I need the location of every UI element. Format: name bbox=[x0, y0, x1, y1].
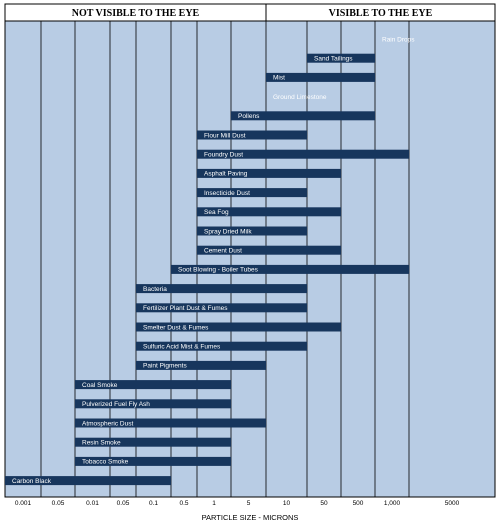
bar bbox=[197, 168, 341, 178]
bar bbox=[197, 188, 307, 198]
bar bbox=[171, 264, 409, 274]
bar-label: Ground Limestone bbox=[273, 94, 327, 101]
bar bbox=[197, 226, 307, 236]
visibility-headers: NOT VISIBLE TO THE EYE VISIBLE TO THE EYE bbox=[4, 3, 496, 22]
bar bbox=[75, 380, 231, 390]
bar-row: Atmospheric Dust bbox=[75, 418, 266, 428]
x-axis-title: PARTICLE SIZE - MICRONS bbox=[202, 513, 299, 522]
bar bbox=[75, 418, 266, 428]
x-tick-label: 0.05 bbox=[52, 500, 65, 507]
bar-label: Smelter Dust & Fumes bbox=[143, 324, 209, 331]
bar-label: Resin Smoke bbox=[82, 440, 121, 447]
plot-background bbox=[4, 20, 496, 498]
bar-row: Foundry Dust bbox=[197, 149, 409, 159]
bar-row: Sand Tailings bbox=[307, 53, 375, 63]
bar bbox=[136, 360, 266, 370]
bar-label: Flour Mill Dust bbox=[204, 132, 246, 139]
bar-label: Sulfuric Acid Mist & Fumes bbox=[143, 344, 221, 351]
bar bbox=[75, 456, 231, 466]
x-tick-label: 1 bbox=[212, 500, 216, 507]
bar bbox=[136, 322, 341, 332]
bar-row: Rain Drops bbox=[382, 36, 415, 43]
bar-label: Pollens bbox=[238, 113, 260, 120]
x-tick-label: 0.05 bbox=[117, 500, 130, 507]
bar-label: Cement Dust bbox=[204, 248, 242, 255]
bar-row: Pollens bbox=[231, 111, 375, 121]
bar-row: Coal Smoke bbox=[75, 380, 231, 390]
bar bbox=[75, 437, 231, 447]
bar-row: Flour Mill Dust bbox=[197, 130, 307, 140]
x-tick-label: 0.1 bbox=[149, 500, 158, 507]
bar-label: Atmospheric Dust bbox=[82, 420, 133, 427]
bar bbox=[197, 130, 307, 140]
x-tick-labels: 0.001 0.05 0.01 0.05 0.1 0.5 1 5 10 50 500 1,000 500… bbox=[15, 500, 460, 507]
bar-row: Sulfuric Acid Mist & Fumes bbox=[136, 341, 307, 351]
bar bbox=[136, 303, 307, 313]
bar-row: Paint Pigments bbox=[136, 360, 266, 370]
bar-row: Soot Blowing - Boiler Tubes bbox=[171, 264, 409, 274]
header-visible: VISIBLE TO THE EYE bbox=[329, 8, 433, 19]
bar-label: Tobacco Smoke bbox=[82, 459, 129, 466]
bar-row: Sea Fog bbox=[197, 207, 341, 217]
bar-label: Rain Drops bbox=[382, 36, 415, 43]
x-tick-label: 10 bbox=[283, 500, 291, 507]
x-tick-label: 0.5 bbox=[179, 500, 188, 507]
x-tick-label: 5 bbox=[247, 500, 251, 507]
bar bbox=[75, 399, 231, 409]
bar-row: Tobacco Smoke bbox=[75, 456, 231, 466]
bar-label: Sand Tailings bbox=[314, 56, 353, 63]
bar bbox=[197, 149, 409, 159]
bar-row: Asphalt Paving bbox=[197, 168, 341, 178]
bar-label: Insecticide Dust bbox=[204, 190, 250, 197]
plot-area bbox=[4, 20, 496, 498]
x-tick-label: 5000 bbox=[445, 500, 460, 507]
bar-row: Carbon Black bbox=[5, 476, 171, 486]
bar bbox=[5, 476, 171, 486]
bar-row: Cement Dust bbox=[197, 245, 341, 255]
bar-label: Mist bbox=[273, 75, 285, 82]
bar bbox=[307, 53, 375, 63]
x-tick-label: 500 bbox=[353, 500, 364, 507]
bar-row: Bacteria bbox=[136, 284, 307, 294]
bar-row: Fertilizer Plant Dust & Fumes bbox=[136, 303, 307, 313]
bar-label: Fertilizer Plant Dust & Fumes bbox=[143, 305, 228, 312]
bar-row: Spray Dried Milk bbox=[197, 226, 307, 236]
bar bbox=[136, 284, 307, 294]
bar bbox=[136, 341, 307, 351]
x-tick-label: 1,000 bbox=[384, 500, 401, 507]
bar-label: Carbon Black bbox=[12, 478, 52, 485]
x-tick-label: 50 bbox=[320, 500, 328, 507]
bar-label: Sea Fog bbox=[204, 209, 229, 216]
bars-layer: Rain Drops Sand Tailings Mist Ground Limest… bbox=[5, 36, 415, 486]
bar-row: Pulverized Fuel Fly Ash bbox=[75, 399, 231, 409]
bar bbox=[197, 207, 341, 217]
bar-row: Mist bbox=[266, 72, 375, 82]
bar-row: Ground Limestone bbox=[273, 94, 327, 101]
bar-label: Paint Pigments bbox=[143, 363, 187, 370]
bar bbox=[231, 111, 375, 121]
bar-row: Resin Smoke bbox=[75, 437, 231, 447]
header-not-visible: NOT VISIBLE TO THE EYE bbox=[72, 8, 200, 19]
bar-label: Asphalt Paving bbox=[204, 171, 248, 178]
x-tick-label: 0.01 bbox=[86, 500, 99, 507]
x-tick-label: 0.001 bbox=[15, 500, 32, 507]
bar-label: Pulverized Fuel Fly Ash bbox=[82, 401, 150, 408]
bar bbox=[266, 72, 375, 82]
bar-label: Spray Dried Milk bbox=[204, 228, 252, 235]
bar-label: Bacteria bbox=[143, 286, 167, 293]
bar-label: Soot Blowing - Boiler Tubes bbox=[178, 267, 259, 274]
bar bbox=[197, 245, 341, 255]
bar-label: Foundry Dust bbox=[204, 152, 243, 159]
bar-row: Smelter Dust & Fumes bbox=[136, 322, 341, 332]
bar-row: Insecticide Dust bbox=[197, 188, 307, 198]
bar-label: Coal Smoke bbox=[82, 382, 118, 389]
